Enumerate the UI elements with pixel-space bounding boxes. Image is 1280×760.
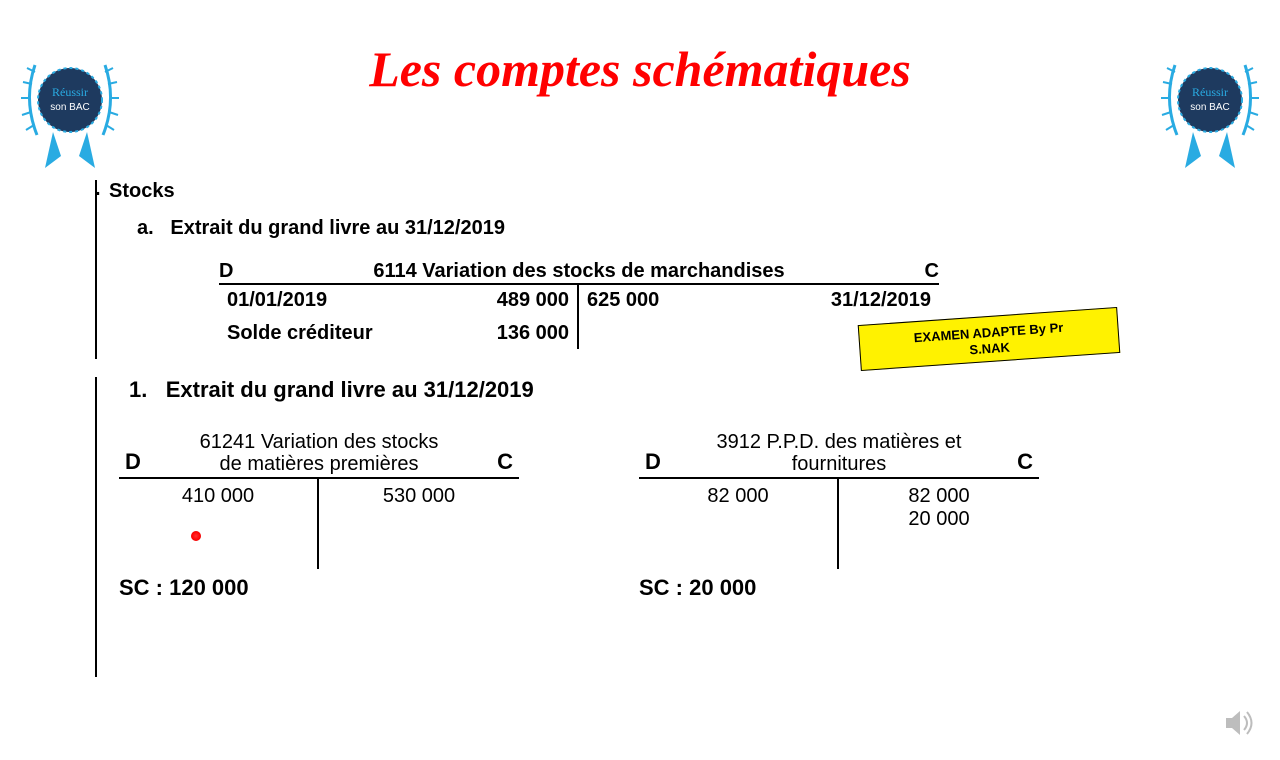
solde-crediteur: SC : 20 000 [639,575,1039,601]
logo-left: Réussir son BAC [15,50,125,180]
row-date: 01/01/2019 [227,289,327,312]
pointer-dot-icon [191,531,201,541]
section2-heading: Extrait du grand livre au 31/12/2019 [166,377,534,402]
section1-heading: Stocks [109,180,1220,203]
section2-heading-row: 1. Extrait du grand livre au 31/12/2019 [129,377,1220,403]
logo-right: Réussir son BAC [1155,50,1265,180]
row-amount: 625 000 [587,289,659,312]
t-account-61241: D 61241 Variation des stocks de matières… [119,431,519,601]
logo-text-1: Réussir [52,85,88,99]
t-account-3912: D 3912 P.P.D. des matières et fourniture… [639,431,1039,601]
title-line2: fournitures [792,453,887,475]
section1-sub-marker: a. [137,217,154,239]
account-title: 3912 P.P.D. des matières et fournitures [671,431,1007,475]
logo-text-2: son BAC [50,102,89,113]
row-amount: 489 000 [497,289,569,312]
credit-column: 82 000 20 000 [839,479,1039,569]
debit-column: 82 000 [639,479,839,569]
page-title: Les comptes schématiques [0,40,1280,98]
credit-value: 82 000 [839,485,1039,508]
section1-marker: . [95,178,101,201]
t-account-6114: D 6114 Variation des stocks de marchandi… [219,260,939,349]
debit-value: 410 000 [119,485,317,508]
debit-column: 410 000 [119,479,319,569]
credit-column: 530 000 [319,479,519,569]
debit-label: D [125,449,151,475]
section2-marker: 1. [129,377,147,402]
svg-text:son BAC: son BAC [1190,102,1229,113]
account-title: 6114 Variation des stocks de marchandise… [249,260,909,283]
debit-label: D [645,449,671,475]
credit-label: C [1007,449,1033,475]
credit-label: C [487,449,513,475]
svg-text:Réussir: Réussir [1192,85,1228,99]
title-line1: 61241 Variation des stocks [200,431,439,453]
section1-sub-heading: Extrait du grand livre au 31/12/2019 [170,217,505,239]
credit-value: 530 000 [319,485,519,508]
row-amount: 136 000 [497,322,569,345]
section-1: . Stocks a. Extrait du grand livre au 31… [95,180,1220,359]
debit-value: 82 000 [639,485,837,508]
content-area: . Stocks a. Extrait du grand livre au 31… [95,180,1220,695]
section-2: 1. Extrait du grand livre au 31/12/2019 … [95,377,1220,677]
debit-label: D [219,260,249,283]
row-label: Solde créditeur [227,322,373,345]
title-line1: 3912 P.P.D. des matières et [717,431,962,453]
row-date: 31/12/2019 [831,289,931,312]
title-line2: de matières premières [220,453,419,475]
credit-label: C [909,260,939,283]
speaker-icon [1222,706,1256,740]
section1-sub: a. Extrait du grand livre au 31/12/2019 [137,217,1220,240]
account-title: 61241 Variation des stocks de matières p… [151,431,487,475]
solde-crediteur: SC : 120 000 [119,575,519,601]
credit-value: 20 000 [839,508,1039,531]
